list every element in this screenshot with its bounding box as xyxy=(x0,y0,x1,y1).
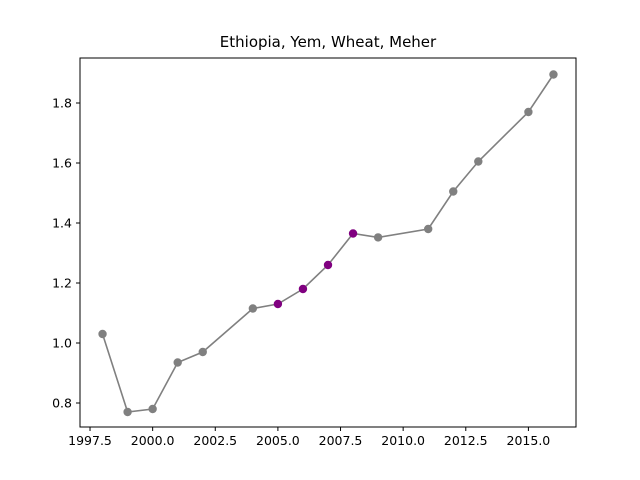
data-point xyxy=(198,347,207,357)
x-tick-label: 2000.0 xyxy=(131,433,175,448)
data-point xyxy=(549,70,558,79)
y-tick-label: 0.8 xyxy=(52,396,72,411)
y-tick-label: 1.6 xyxy=(52,156,72,171)
data-point xyxy=(424,224,433,234)
y-tick-label: 1.4 xyxy=(52,216,72,231)
data-point xyxy=(449,187,458,196)
data-point xyxy=(524,107,533,117)
data-point xyxy=(248,304,258,313)
highlight-point xyxy=(298,284,308,294)
data-point xyxy=(148,404,157,414)
highlight-point xyxy=(323,260,333,270)
y-tick-label: 1.8 xyxy=(52,96,72,111)
highlight-point xyxy=(348,229,358,238)
x-tick-label: 2010.0 xyxy=(381,433,425,448)
x-tick-label: 2005.0 xyxy=(256,433,300,448)
plot-frame xyxy=(79,57,577,428)
data-point xyxy=(123,407,132,417)
data-point xyxy=(373,233,383,242)
highlight-point xyxy=(273,299,283,309)
series-line xyxy=(101,74,555,413)
x-tick-label: 2007.5 xyxy=(319,433,363,448)
y-tick-label: 1.0 xyxy=(52,336,72,351)
data-point xyxy=(173,358,182,367)
x-tick-label: 2012.5 xyxy=(444,433,488,448)
y-tick-label: 1.2 xyxy=(52,276,72,291)
chart-title: Ethiopia, Yem, Wheat, Meher xyxy=(219,33,437,51)
data-point xyxy=(474,157,483,166)
data-point xyxy=(98,329,107,339)
x-tick-label: 2002.5 xyxy=(193,433,237,448)
x-tick-label: 1997.5 xyxy=(68,433,112,448)
x-tick-label: 2015.0 xyxy=(507,433,551,448)
